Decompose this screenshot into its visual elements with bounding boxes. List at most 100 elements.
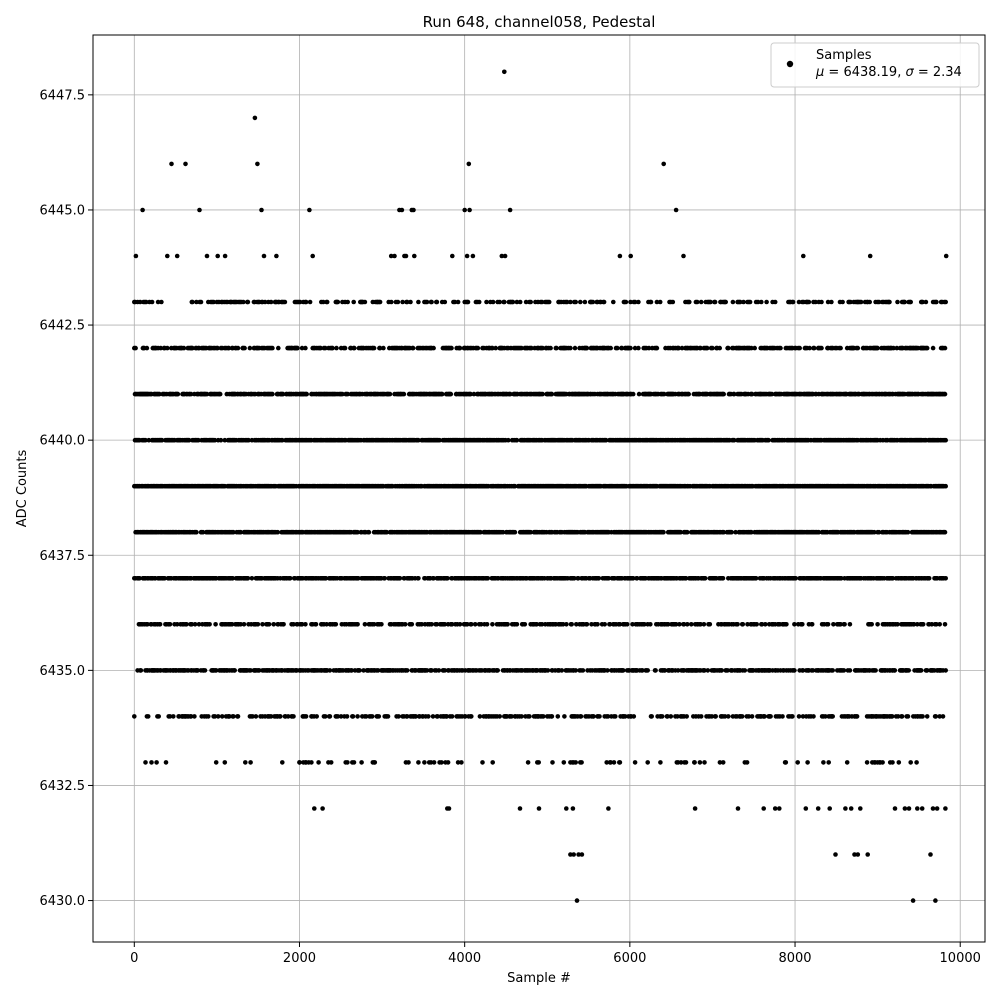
data-point <box>943 576 948 581</box>
data-point <box>213 622 218 627</box>
data-point <box>303 346 308 351</box>
data-point <box>165 346 170 351</box>
data-point <box>168 622 173 627</box>
data-point <box>721 576 726 581</box>
data-point <box>403 622 408 627</box>
data-point <box>476 346 481 351</box>
data-point <box>752 346 757 351</box>
data-point <box>797 346 802 351</box>
data-point <box>856 346 861 351</box>
data-point <box>449 346 454 351</box>
data-point <box>303 622 308 627</box>
data-point <box>648 622 653 627</box>
data-point <box>184 622 189 627</box>
data-point <box>573 346 578 351</box>
data-point <box>458 622 463 627</box>
data-point <box>381 346 386 351</box>
data-point <box>893 668 898 673</box>
data-point <box>540 392 545 397</box>
data-point <box>943 392 948 397</box>
data-point <box>685 530 690 535</box>
data-point <box>778 346 783 351</box>
data-point <box>703 576 708 581</box>
data-point <box>653 668 658 673</box>
data-point <box>429 622 434 627</box>
data-point <box>628 346 633 351</box>
data-point <box>493 346 498 351</box>
data-point <box>357 668 362 673</box>
data-point <box>133 346 138 351</box>
data-point <box>906 530 911 535</box>
data-point <box>523 622 528 627</box>
data-point <box>706 668 711 673</box>
data-point <box>334 346 339 351</box>
data-point <box>410 622 415 627</box>
data-point <box>445 576 450 581</box>
data-point <box>585 622 590 627</box>
data-point <box>661 530 666 535</box>
data-point <box>203 668 208 673</box>
data-point <box>314 622 319 627</box>
data-point <box>943 668 948 673</box>
data-point <box>288 576 293 581</box>
data-point <box>139 668 144 673</box>
data-point <box>819 346 824 351</box>
data-point <box>625 622 630 627</box>
data-point <box>281 622 286 627</box>
data-point <box>416 576 421 581</box>
data-point <box>382 576 387 581</box>
data-point <box>270 392 275 397</box>
data-point <box>830 668 835 673</box>
data-point <box>655 346 660 351</box>
data-point <box>943 438 948 443</box>
data-point <box>686 392 691 397</box>
data-point <box>194 530 199 535</box>
data-point <box>608 346 613 351</box>
data-point <box>597 576 602 581</box>
data-point <box>931 346 936 351</box>
data-point <box>793 576 798 581</box>
data-point <box>246 576 251 581</box>
data-point <box>729 530 734 535</box>
data-point <box>792 668 797 673</box>
data-point <box>513 530 518 535</box>
data-point <box>925 346 930 351</box>
data-point <box>943 530 948 535</box>
data-point <box>411 346 416 351</box>
data-point <box>505 622 510 627</box>
data-point <box>726 346 731 351</box>
data-point <box>343 346 348 351</box>
data-point <box>388 392 393 397</box>
data-point <box>743 668 748 673</box>
data-point <box>927 576 932 581</box>
data-point <box>548 346 553 351</box>
data-point <box>585 346 590 351</box>
data-point <box>515 622 520 627</box>
data-point <box>943 484 948 489</box>
data-point <box>631 392 636 397</box>
data-point <box>717 346 722 351</box>
data-point <box>838 346 843 351</box>
data-point <box>689 622 694 627</box>
data-point <box>554 346 559 351</box>
data-point <box>485 622 490 627</box>
data-point <box>458 346 463 351</box>
data-point <box>615 346 620 351</box>
data-point <box>473 622 478 627</box>
data-point <box>449 392 454 397</box>
data-point <box>605 668 610 673</box>
data-point <box>379 622 384 627</box>
data-point <box>636 346 641 351</box>
data-point <box>581 668 586 673</box>
data-point <box>685 622 690 627</box>
data-point <box>645 668 650 673</box>
data-point <box>546 668 551 673</box>
data-point <box>236 346 241 351</box>
data-point <box>710 346 715 351</box>
data-point <box>363 622 368 627</box>
data-point <box>677 622 682 627</box>
data-point <box>943 346 948 351</box>
